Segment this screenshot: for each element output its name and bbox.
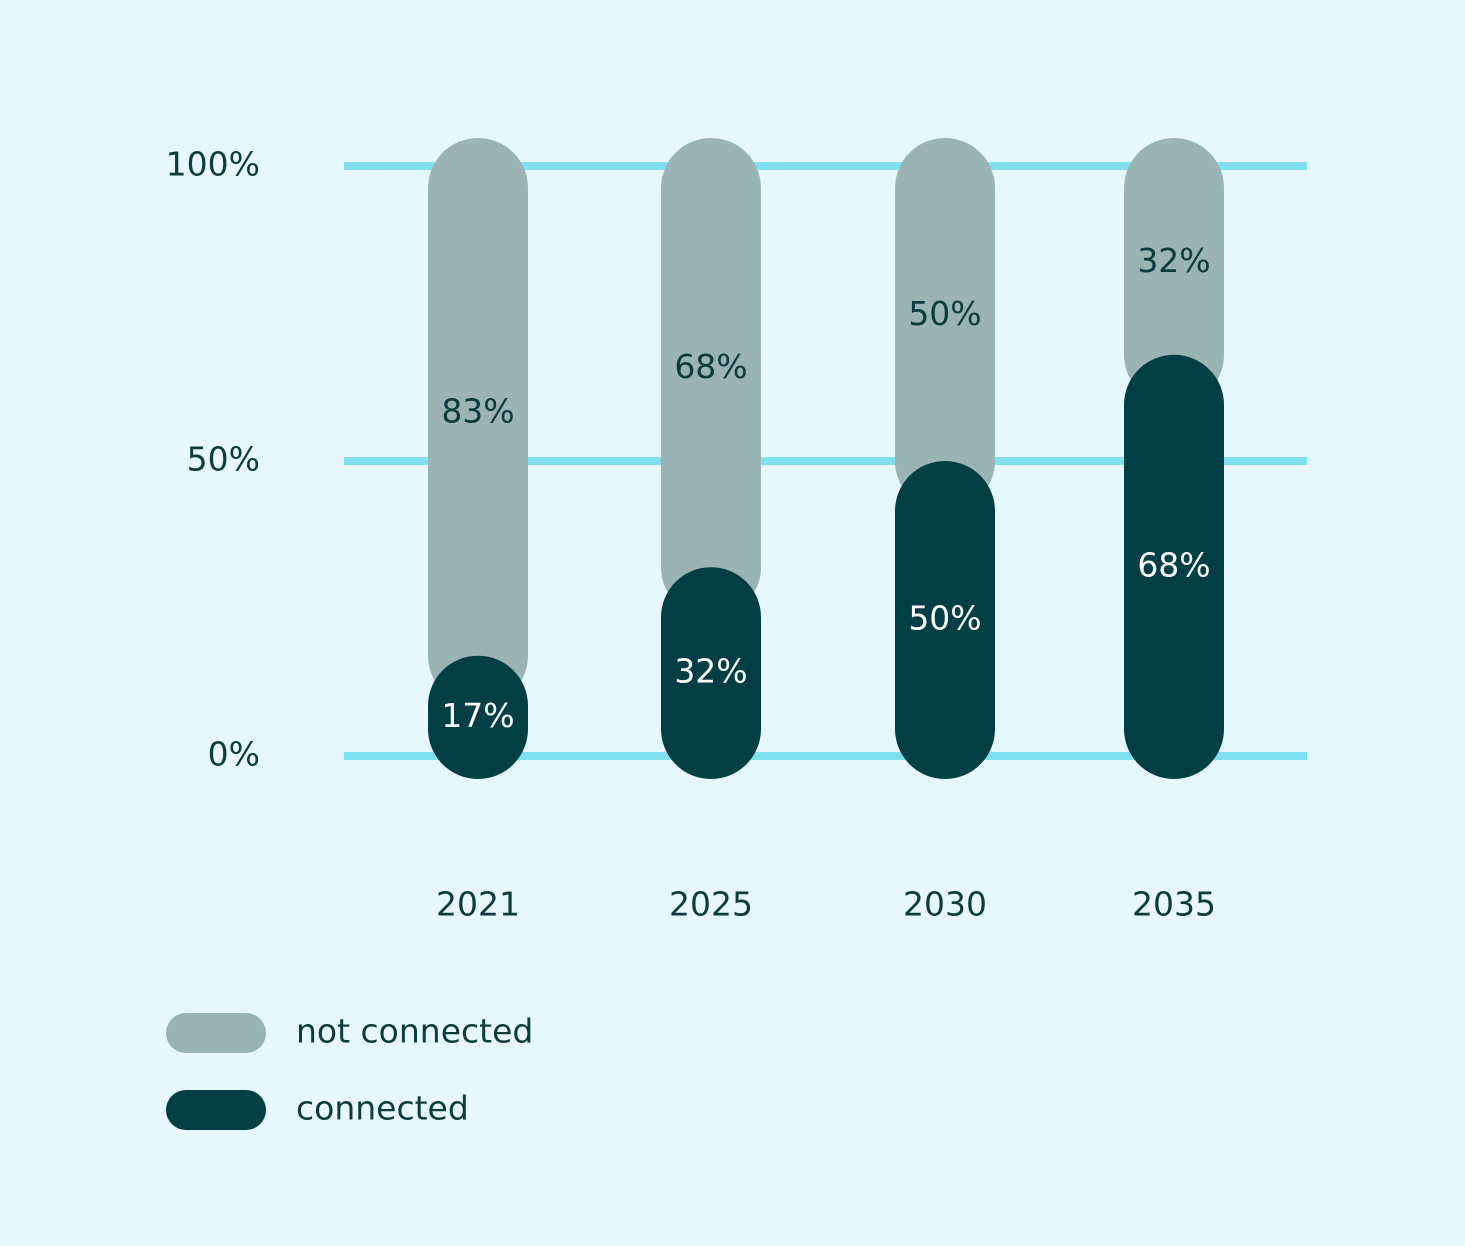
y-tick-label: 100%	[166, 145, 260, 184]
value-label: 17%	[441, 696, 514, 735]
bar-segment	[1124, 138, 1224, 405]
value-label: 83%	[441, 391, 514, 430]
legend-swatch	[166, 1090, 266, 1130]
value-label: 68%	[674, 347, 747, 386]
value-label: 68%	[1137, 545, 1210, 584]
legend-label: not connected	[296, 1012, 533, 1051]
bar-segment	[661, 567, 761, 779]
value-label: 50%	[908, 599, 981, 638]
x-tick-label: 2030	[903, 885, 987, 924]
bar-segment	[428, 655, 528, 779]
legend-label: connected	[296, 1089, 469, 1128]
x-tick-label: 2025	[669, 885, 753, 924]
bar-segment	[895, 138, 995, 511]
bar-segment	[428, 138, 528, 706]
value-label: 32%	[674, 652, 747, 691]
value-label: 32%	[1137, 241, 1210, 280]
x-tick-label: 2021	[436, 885, 520, 924]
bar-segment	[661, 138, 761, 618]
bar-segment	[1124, 354, 1224, 779]
y-tick-label: 50%	[187, 440, 260, 479]
bar-segment	[895, 461, 995, 779]
value-label: 50%	[908, 294, 981, 333]
x-tick-label: 2035	[1132, 885, 1216, 924]
legend-swatch	[166, 1013, 266, 1053]
y-tick-label: 0%	[208, 735, 260, 774]
